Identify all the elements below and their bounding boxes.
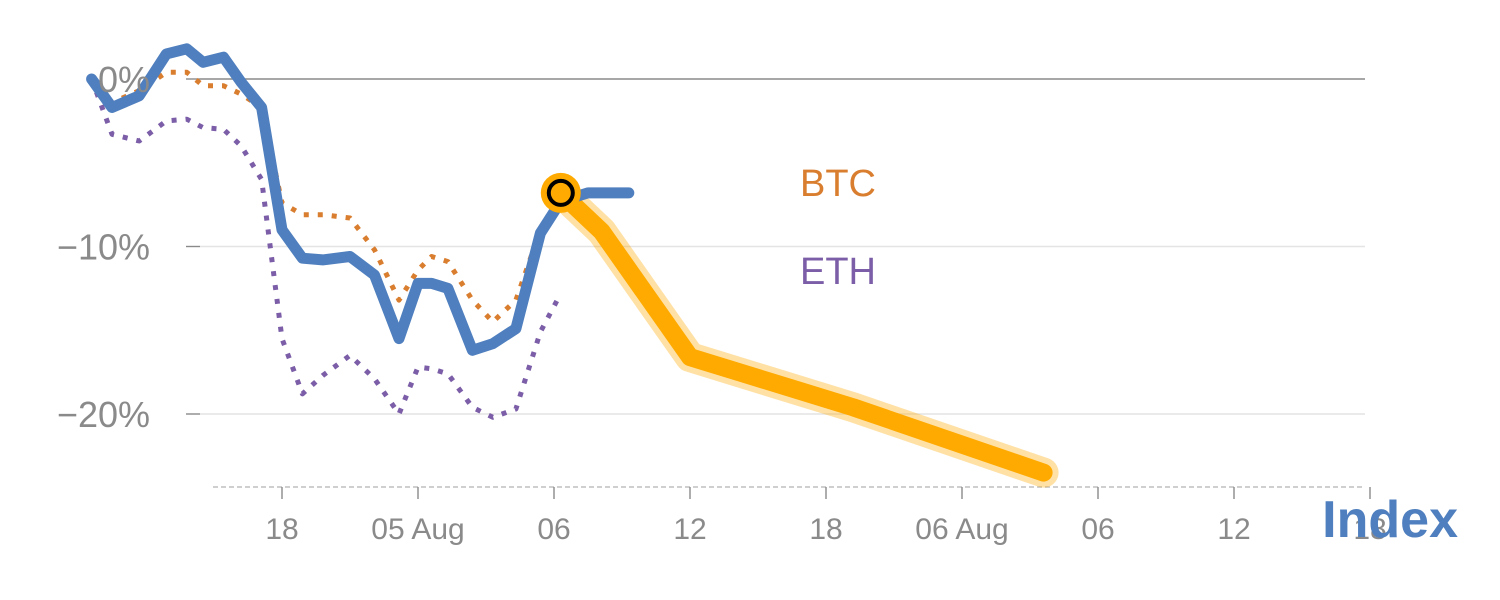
btc-series-label: BTC xyxy=(800,163,876,205)
x-tick-label: 12 xyxy=(673,513,706,546)
tick-labels: 0% −10% −20% 18 05 Aug 06 12 18 06 Aug 06 12 18 xyxy=(57,59,1387,546)
y-tick-label: 0% xyxy=(98,59,150,100)
series-lines xyxy=(86,43,1059,488)
btc-line xyxy=(89,69,563,325)
index-series-label: Index xyxy=(1322,491,1458,549)
eth-series-label: ETH xyxy=(800,251,876,293)
forecast-line xyxy=(551,183,1053,482)
index-line xyxy=(86,43,635,356)
x-tick-label: 06 Aug xyxy=(915,513,1008,546)
x-tick-label: 05 Aug xyxy=(371,513,464,546)
x-tick-label: 06 xyxy=(537,513,570,546)
forecast-glow xyxy=(545,177,1059,488)
marker-layer xyxy=(540,172,581,213)
axes xyxy=(186,78,1371,499)
x-tick-label: 12 xyxy=(1217,513,1250,546)
y-tick-label: −20% xyxy=(57,394,150,435)
eth-line xyxy=(89,78,564,420)
x-tick-label: 06 xyxy=(1081,513,1114,546)
x-tick-label: 18 xyxy=(265,513,298,546)
x-tick-label: 18 xyxy=(809,513,842,546)
marker-dot xyxy=(546,178,575,207)
grid-lines xyxy=(200,78,1365,415)
x-tick-label: 18 xyxy=(1353,513,1386,546)
y-tick-label: −10% xyxy=(57,227,150,268)
